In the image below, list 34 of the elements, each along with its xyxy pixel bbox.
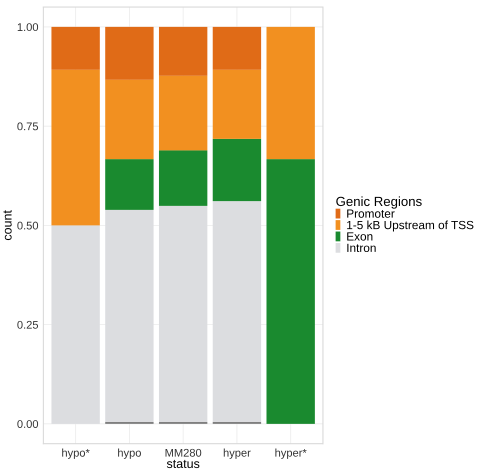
bar <box>158 76 208 150</box>
bar <box>212 70 262 139</box>
legend-label: Exon <box>347 232 372 241</box>
bar <box>51 225 100 424</box>
bar <box>212 201 262 422</box>
bar <box>212 26 262 70</box>
bar <box>158 150 208 206</box>
bar <box>266 26 315 160</box>
y-tick-label: 0.00 <box>17 420 38 428</box>
bar <box>105 210 154 422</box>
bar <box>158 206 208 422</box>
bar <box>266 159 315 424</box>
bar <box>105 159 154 210</box>
x-tick-label: hypo* <box>62 448 90 459</box>
legend-label: Promoter <box>347 210 395 218</box>
x-tick-label: hyper <box>224 448 251 459</box>
y-tick-label: 1.00 <box>18 23 38 32</box>
x-axis-title: status <box>166 460 200 468</box>
bar <box>51 26 100 70</box>
y-tick-label: 0.50 <box>17 222 38 230</box>
bar <box>51 70 100 226</box>
bar <box>105 26 154 80</box>
bar <box>105 80 154 160</box>
bar <box>158 26 208 76</box>
y-axis-title: count <box>3 210 12 240</box>
x-tick-label: hypo <box>118 448 141 459</box>
y-tick-label: 0.75 <box>17 122 38 130</box>
legend-title: Genic Regions <box>336 196 422 209</box>
y-tick-label: 0.25 <box>17 320 38 329</box>
legend-label: 1-5 kB Upstream of TSS <box>347 220 474 232</box>
bar <box>212 138 262 202</box>
x-tick-label: MM280 <box>166 448 202 457</box>
legend-label: Intron <box>347 244 376 252</box>
x-tick-label: hyper* <box>275 448 307 459</box>
